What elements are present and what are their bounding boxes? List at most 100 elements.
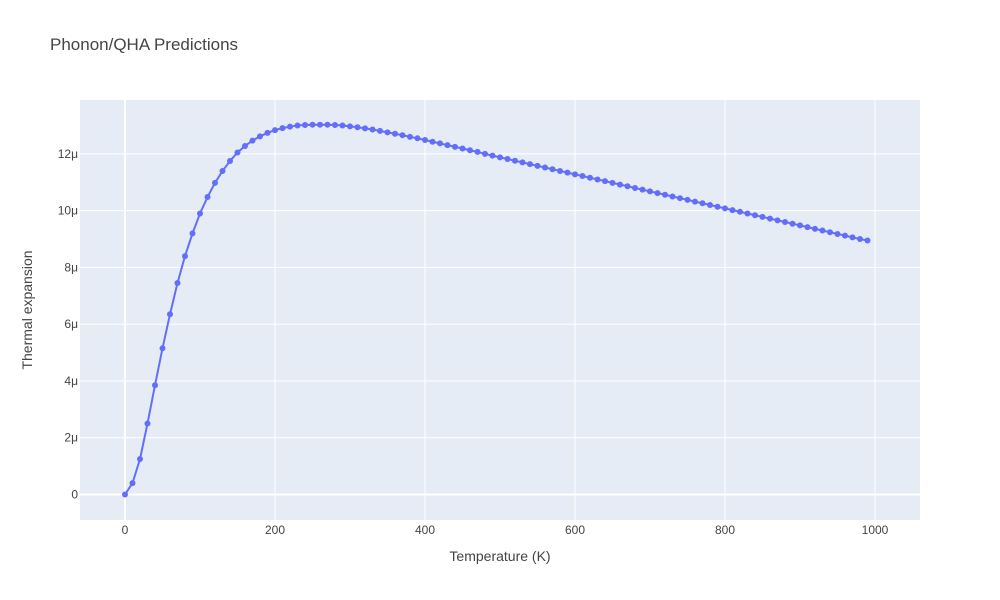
data-point — [519, 159, 526, 166]
data-point — [227, 158, 233, 165]
data-point — [699, 200, 706, 207]
data-point — [767, 215, 773, 222]
data-point — [729, 207, 736, 214]
x-tick-label: 200 — [265, 523, 285, 537]
x-tick-labels: 0 200 400 600 800 1000 — [122, 523, 889, 537]
data-point — [549, 166, 556, 173]
data-point — [264, 129, 271, 136]
data-point — [489, 152, 496, 159]
data-point — [399, 132, 406, 139]
data-point — [152, 382, 158, 389]
data-point — [234, 149, 241, 156]
data-point — [332, 121, 338, 128]
data-point — [204, 194, 211, 201]
data-point — [392, 130, 398, 137]
data-point — [797, 222, 803, 229]
data-point — [167, 311, 173, 318]
data-point — [369, 126, 376, 133]
data-point — [557, 167, 563, 174]
data-point — [144, 420, 151, 427]
data-point — [354, 124, 361, 131]
data-point — [512, 157, 518, 164]
data-point — [737, 208, 743, 215]
data-point — [197, 210, 203, 217]
data-point — [422, 137, 428, 144]
data-point — [504, 156, 511, 163]
data-point — [722, 205, 728, 212]
data-point — [639, 186, 646, 193]
data-point — [564, 169, 571, 176]
data-point — [324, 121, 331, 128]
data-point — [624, 183, 631, 190]
data-point — [662, 191, 668, 198]
data-point — [864, 237, 871, 244]
data-point — [452, 143, 458, 150]
data-point — [444, 142, 451, 149]
data-point — [212, 179, 218, 186]
data-point — [347, 123, 353, 130]
x-tick-label: 800 — [715, 523, 735, 537]
data-point — [849, 234, 856, 241]
data-point — [182, 253, 188, 260]
data-point — [774, 217, 781, 224]
data-point — [647, 188, 653, 195]
data-point — [242, 142, 248, 149]
data-point — [287, 123, 293, 130]
y-tick-labels: 0 2μ 4μ 6μ 8μ 10μ 12μ — [58, 147, 79, 502]
data-point — [804, 224, 811, 231]
x-tick-label: 600 — [565, 523, 585, 537]
data-point — [789, 220, 796, 227]
data-point — [714, 203, 721, 210]
y-axis-title: Thermal expansion — [19, 250, 35, 369]
data-point — [257, 133, 263, 140]
data-point — [294, 122, 301, 129]
data-point — [437, 140, 443, 147]
x-gridlines — [124, 100, 876, 520]
data-point — [669, 193, 676, 200]
chart-title: Phonon/QHA Predictions — [50, 35, 238, 54]
data-point — [474, 148, 481, 155]
y-tick-label: 4μ — [64, 374, 78, 388]
data-point — [414, 135, 421, 142]
data-point — [632, 184, 638, 191]
data-point — [279, 125, 286, 132]
data-point — [677, 195, 683, 202]
data-point — [482, 150, 488, 157]
data-point — [819, 227, 826, 234]
data-point — [159, 345, 166, 352]
data-point — [579, 173, 586, 180]
y-tick-label: 6μ — [64, 317, 78, 331]
data-point — [842, 232, 848, 239]
x-tick-label: 0 — [122, 523, 129, 537]
data-point — [302, 121, 308, 128]
data-point — [602, 178, 608, 185]
data-point — [534, 162, 541, 169]
data-point — [834, 230, 841, 237]
data-point — [497, 154, 503, 161]
data-point — [362, 125, 368, 132]
data-point — [467, 147, 473, 154]
data-point — [137, 455, 143, 462]
y-tick-label: 8μ — [64, 260, 78, 274]
data-point — [752, 212, 758, 219]
data-point — [272, 127, 278, 134]
data-point — [384, 129, 391, 136]
data-point — [122, 491, 128, 498]
data-point — [527, 161, 533, 168]
y-tick-label: 0 — [71, 487, 78, 501]
data-point — [317, 121, 323, 128]
data-point — [609, 179, 616, 186]
data-point — [542, 164, 548, 171]
series-markers — [122, 121, 871, 498]
data-point — [174, 280, 181, 287]
data-point — [782, 219, 788, 226]
data-point — [572, 171, 578, 178]
x-tick-label: 1000 — [862, 523, 889, 537]
data-point — [429, 138, 436, 145]
data-point — [129, 480, 136, 487]
data-point — [407, 133, 413, 140]
series-line — [124, 123, 868, 496]
x-axis-title: Temperature (K) — [449, 548, 550, 564]
data-point — [249, 137, 256, 144]
